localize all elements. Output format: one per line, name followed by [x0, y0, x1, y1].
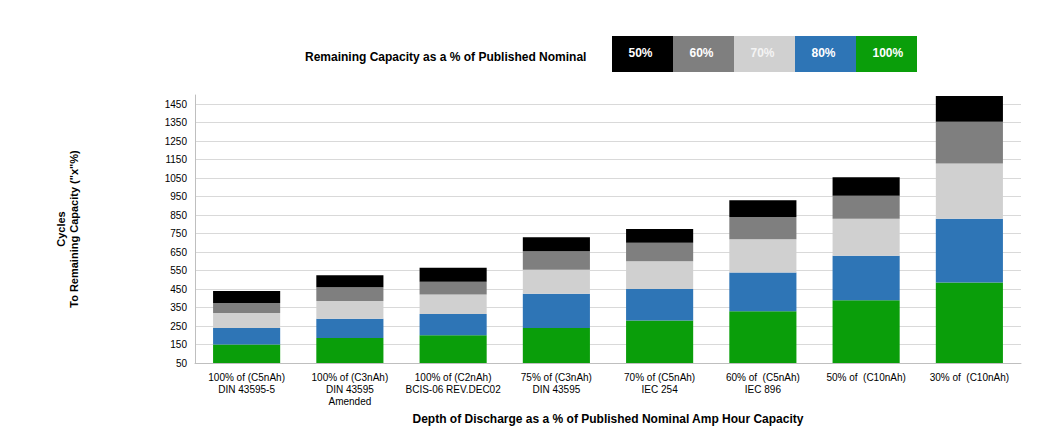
svg-text:IEC 254: IEC 254 — [642, 384, 679, 395]
svg-text:100%: 100% — [873, 46, 904, 60]
svg-text:To Remaining Capacity ("x"%): To Remaining Capacity ("x"%) — [68, 150, 80, 308]
svg-text:1050: 1050 — [165, 173, 188, 184]
svg-text:50: 50 — [176, 358, 188, 369]
svg-text:Amended: Amended — [328, 396, 371, 407]
svg-text:450: 450 — [170, 284, 187, 295]
svg-text:650: 650 — [170, 247, 187, 258]
svg-text:350: 350 — [170, 302, 187, 313]
svg-text:80%: 80% — [812, 46, 836, 60]
svg-text:Depth of Discharge as a % of P: Depth of Discharge as a % of Published N… — [413, 412, 804, 426]
svg-text:50% of (C10nAh): 50% of (C10nAh) — [826, 372, 906, 383]
svg-text:1350: 1350 — [165, 117, 188, 128]
svg-text:1450: 1450 — [165, 99, 188, 110]
svg-text:50%: 50% — [629, 46, 653, 60]
svg-text:750: 750 — [170, 228, 187, 239]
svg-text:DIN 43595: DIN 43595 — [532, 384, 580, 395]
svg-text:BCIS-06 REV.DEC02: BCIS-06 REV.DEC02 — [406, 384, 502, 395]
svg-text:70% of (C5nAh): 70% of (C5nAh) — [624, 372, 695, 383]
svg-text:Cycles: Cycles — [55, 211, 67, 246]
svg-text:100% of (C5nAh): 100% of (C5nAh) — [208, 372, 285, 383]
svg-text:DIN 43595: DIN 43595 — [326, 384, 374, 395]
svg-text:30% of (C10nAh): 30% of (C10nAh) — [930, 372, 1010, 383]
svg-text:950: 950 — [170, 191, 187, 202]
svg-text:100% of (C2nAh): 100% of (C2nAh) — [415, 372, 492, 383]
svg-text:70%: 70% — [751, 46, 775, 60]
svg-text:150: 150 — [170, 339, 187, 350]
svg-text:850: 850 — [170, 210, 187, 221]
svg-text:60%: 60% — [690, 46, 714, 60]
svg-text:IEC 896: IEC 896 — [745, 384, 782, 395]
svg-text:1250: 1250 — [165, 136, 188, 147]
svg-text:60% of (C5nAh): 60% of (C5nAh) — [726, 372, 800, 383]
svg-text:75% of (C3nAh): 75% of (C3nAh) — [521, 372, 592, 383]
svg-text:250: 250 — [170, 321, 187, 332]
svg-text:1150: 1150 — [165, 154, 187, 165]
svg-text:Remaining Capacity as a % of P: Remaining Capacity as a % of Published N… — [305, 50, 586, 64]
svg-text:100% of (C3nAh): 100% of (C3nAh) — [312, 372, 389, 383]
svg-text:DIN 43595-5: DIN 43595-5 — [218, 384, 275, 395]
svg-text:550: 550 — [170, 265, 187, 276]
